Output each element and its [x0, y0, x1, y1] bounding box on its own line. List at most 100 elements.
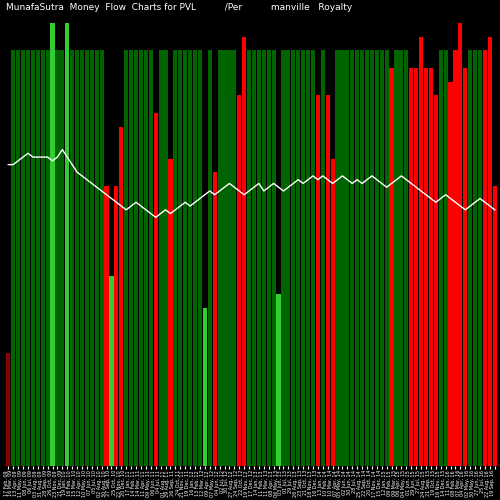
Bar	[336, 50, 340, 466]
Bar	[26, 50, 30, 466]
Bar	[168, 158, 172, 466]
Bar	[70, 50, 74, 466]
Bar	[454, 50, 458, 466]
Bar	[257, 50, 261, 466]
Bar	[31, 50, 35, 466]
Bar	[380, 50, 384, 466]
Bar	[360, 50, 364, 466]
Bar	[65, 23, 70, 466]
Bar	[296, 50, 300, 466]
Bar	[242, 36, 246, 466]
Bar	[276, 294, 280, 466]
Bar	[282, 50, 286, 466]
Bar	[458, 23, 462, 466]
Bar	[326, 96, 330, 466]
Bar	[46, 50, 50, 466]
Bar	[419, 36, 423, 466]
Bar	[114, 186, 118, 466]
Bar	[272, 50, 276, 466]
Bar	[110, 276, 114, 466]
Bar	[266, 50, 271, 466]
Bar	[262, 50, 266, 466]
Bar	[232, 50, 236, 466]
Bar	[468, 50, 472, 466]
Bar	[286, 50, 290, 466]
Bar	[6, 353, 10, 466]
Bar	[134, 50, 138, 466]
Bar	[21, 50, 25, 466]
Bar	[100, 50, 103, 466]
Bar	[400, 50, 404, 466]
Bar	[448, 82, 452, 466]
Bar	[394, 50, 398, 466]
Bar	[222, 50, 226, 466]
Bar	[203, 308, 207, 466]
Bar	[148, 50, 153, 466]
Bar	[139, 50, 143, 466]
Bar	[444, 50, 448, 466]
Bar	[370, 50, 374, 466]
Bar	[36, 50, 40, 466]
Text: MunafaSutra  Money  Flow  Charts for PVL          /Per          manville   Royal: MunafaSutra Money Flow Charts for PVL /P…	[6, 3, 352, 12]
Bar	[438, 50, 443, 466]
Bar	[320, 50, 325, 466]
Bar	[129, 50, 133, 466]
Bar	[429, 68, 433, 466]
Bar	[237, 96, 242, 466]
Bar	[158, 50, 162, 466]
Bar	[252, 50, 256, 466]
Bar	[11, 50, 16, 466]
Bar	[434, 96, 438, 466]
Bar	[154, 114, 158, 466]
Bar	[124, 50, 128, 466]
Bar	[414, 68, 418, 466]
Bar	[374, 50, 379, 466]
Bar	[228, 50, 232, 466]
Bar	[90, 50, 94, 466]
Bar	[50, 23, 54, 466]
Bar	[218, 50, 222, 466]
Bar	[340, 50, 344, 466]
Bar	[208, 50, 212, 466]
Bar	[178, 50, 182, 466]
Bar	[473, 50, 477, 466]
Bar	[16, 50, 20, 466]
Bar	[330, 158, 334, 466]
Bar	[306, 50, 310, 466]
Bar	[483, 50, 487, 466]
Bar	[478, 50, 482, 466]
Bar	[404, 50, 408, 466]
Bar	[247, 50, 251, 466]
Bar	[75, 50, 79, 466]
Bar	[488, 36, 492, 466]
Bar	[193, 50, 197, 466]
Bar	[60, 50, 64, 466]
Bar	[119, 127, 124, 466]
Bar	[424, 68, 428, 466]
Bar	[346, 50, 350, 466]
Bar	[350, 50, 354, 466]
Bar	[355, 50, 360, 466]
Bar	[463, 68, 468, 466]
Bar	[409, 68, 414, 466]
Bar	[301, 50, 305, 466]
Bar	[212, 172, 217, 466]
Bar	[291, 50, 296, 466]
Bar	[174, 50, 178, 466]
Bar	[316, 96, 320, 466]
Bar	[365, 50, 369, 466]
Bar	[492, 186, 497, 466]
Bar	[183, 50, 188, 466]
Bar	[104, 186, 108, 466]
Bar	[85, 50, 89, 466]
Bar	[94, 50, 99, 466]
Bar	[198, 50, 202, 466]
Bar	[384, 50, 388, 466]
Bar	[80, 50, 84, 466]
Bar	[311, 50, 315, 466]
Bar	[188, 50, 192, 466]
Bar	[390, 68, 394, 466]
Bar	[144, 50, 148, 466]
Bar	[164, 50, 168, 466]
Bar	[40, 50, 45, 466]
